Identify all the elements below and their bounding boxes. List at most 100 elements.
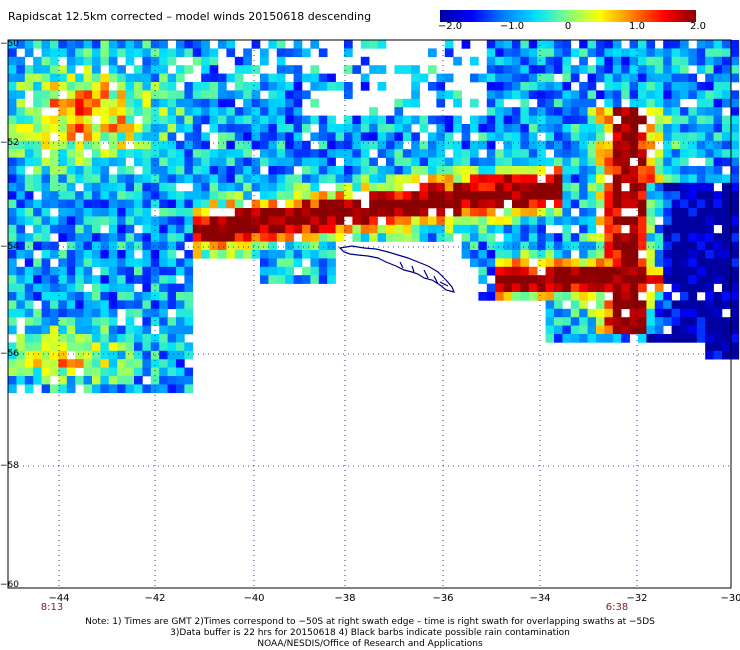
wind-cell <box>579 241 588 251</box>
wind-cell <box>92 376 101 385</box>
wind-cell <box>612 250 622 259</box>
wind-cell <box>285 149 294 158</box>
wind-cell <box>478 208 488 217</box>
wind-cell <box>713 82 723 91</box>
wind-cell <box>293 250 303 259</box>
wind-cell <box>125 40 135 49</box>
wind-cell <box>713 56 723 66</box>
wind-cell <box>461 216 471 226</box>
wind-cell <box>587 266 597 276</box>
wind-cell <box>293 182 303 192</box>
wind-cell <box>671 275 681 284</box>
wind-cell <box>92 132 101 142</box>
wind-cell <box>554 216 563 226</box>
wind-cell <box>75 157 84 167</box>
wind-cell <box>688 166 698 175</box>
wind-cell <box>8 367 17 377</box>
wind-cell <box>75 258 84 268</box>
wind-cell <box>167 258 177 268</box>
wind-cell <box>318 166 328 175</box>
wind-cell <box>276 65 286 74</box>
wind-cell <box>461 233 471 242</box>
wind-cell <box>92 325 101 335</box>
wind-cell <box>512 208 521 217</box>
wind-cell <box>638 157 647 167</box>
wind-cell <box>570 48 580 58</box>
wind-cell <box>419 140 429 150</box>
lon-label: −32 <box>626 593 648 604</box>
wind-cell <box>41 82 51 91</box>
wind-cell <box>722 65 731 74</box>
wind-cell <box>705 56 714 66</box>
wind-cell <box>318 208 328 217</box>
wind-cell <box>705 216 714 226</box>
wind-cell <box>629 325 639 335</box>
wind-cell <box>528 48 538 58</box>
wind-cell <box>688 199 698 209</box>
wind-cell <box>696 107 706 116</box>
wind-cell <box>83 233 93 242</box>
wind-cell <box>243 65 252 74</box>
wind-cell <box>638 266 647 276</box>
wind-cell <box>596 140 605 150</box>
wind-cell <box>478 275 488 284</box>
wind-cell <box>520 56 530 66</box>
wind-cell <box>386 140 395 150</box>
wind-cell <box>209 224 219 234</box>
wind-cell <box>495 174 504 184</box>
wind-cell <box>629 275 639 284</box>
wind-cell <box>520 157 530 167</box>
wind-cell <box>562 334 572 343</box>
wind-cell <box>360 208 370 217</box>
wind-cell <box>117 191 126 200</box>
wind-cell <box>604 224 614 234</box>
wind-cell <box>33 98 42 108</box>
wind-cell <box>218 132 227 142</box>
wind-cell <box>596 56 605 66</box>
wind-cell <box>58 199 68 209</box>
wind-cell <box>545 308 555 318</box>
wind-cell <box>251 224 261 234</box>
wind-cell <box>419 191 429 200</box>
wind-cell <box>638 149 647 158</box>
wind-cell <box>335 140 345 150</box>
wind-cell <box>722 283 731 293</box>
wind-cell <box>537 48 546 58</box>
wind-cell <box>352 115 362 125</box>
wind-cell <box>688 182 698 192</box>
wind-cell <box>41 191 51 200</box>
wind-cell <box>486 283 496 293</box>
wind-cell <box>696 258 706 268</box>
wind-cell <box>528 82 538 91</box>
wind-cell <box>117 174 126 184</box>
wind-cell <box>243 157 252 167</box>
wind-cell <box>360 233 370 242</box>
wind-cell <box>41 166 51 175</box>
wind-cell <box>243 174 252 184</box>
wind-cell <box>486 65 496 74</box>
wind-cell <box>654 275 664 284</box>
wind-cell <box>654 334 664 343</box>
wind-cell <box>722 48 731 58</box>
wind-cell <box>394 149 404 158</box>
wind-cell <box>478 182 488 192</box>
wind-cell <box>302 250 311 259</box>
wind-cell <box>176 283 185 293</box>
wind-cell <box>696 65 706 74</box>
wind-cell <box>629 90 639 100</box>
wind-cell <box>108 140 118 150</box>
wind-cell <box>352 208 362 217</box>
wind-cell <box>696 182 706 192</box>
wind-cell <box>713 216 723 226</box>
wind-cell <box>33 350 42 360</box>
wind-cell <box>327 166 336 175</box>
wind-cell <box>260 250 269 259</box>
wind-cell <box>66 140 76 150</box>
wind-cell <box>554 48 563 58</box>
wind-cell <box>285 115 294 125</box>
wind-cell <box>377 208 387 217</box>
wind-cell <box>486 56 496 66</box>
wind-cell <box>33 208 42 217</box>
wind-cell <box>134 266 143 276</box>
wind-cell <box>142 82 152 91</box>
